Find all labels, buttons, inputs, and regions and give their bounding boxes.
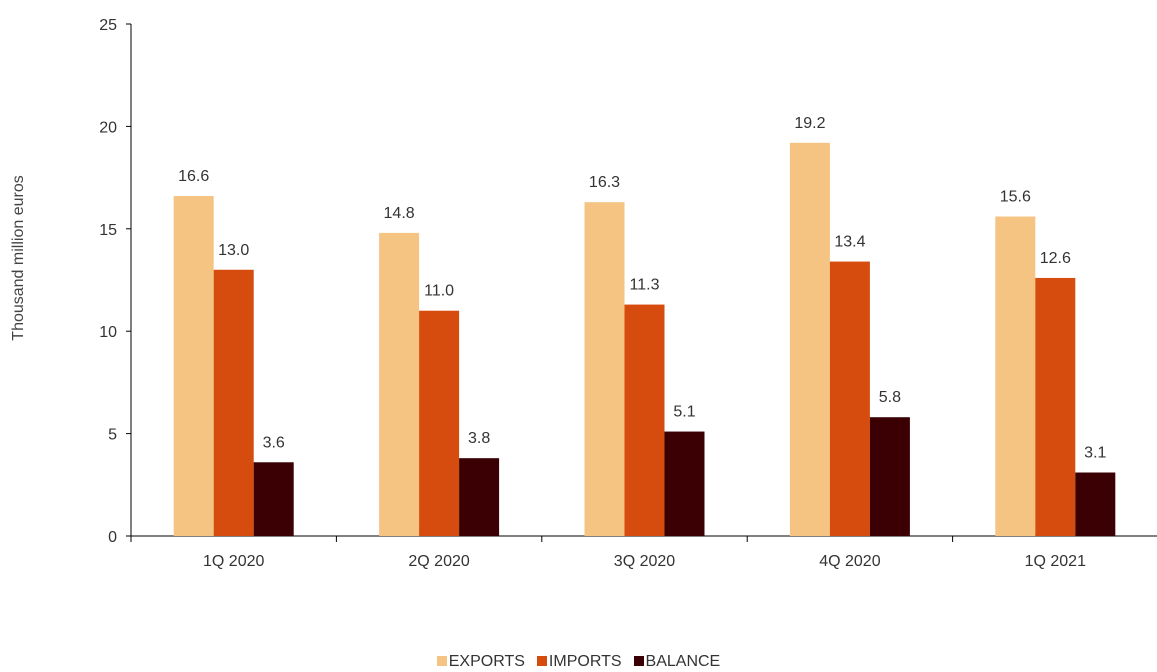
legend-label: EXPORTS [448, 653, 525, 670]
x-tick-label: 3Q 2020 [614, 553, 675, 570]
y-tick-label: 15 [99, 222, 117, 239]
bar-balance [459, 458, 500, 536]
legend-swatch [633, 656, 644, 666]
x-tick-label: 1Q 2020 [203, 553, 264, 570]
bar-exports [789, 142, 830, 536]
legend-swatch [436, 656, 447, 666]
bar-exports [379, 232, 420, 536]
legend-item-imports: IMPORTS [536, 652, 622, 672]
data-label-exports: 15.6 [1000, 189, 1031, 206]
bar-balance [869, 417, 910, 536]
x-tick-label: 2Q 2020 [408, 553, 469, 570]
legend-item-exports: EXPORTS [436, 652, 525, 672]
bar-balance [664, 431, 705, 536]
y-tick-label: 20 [99, 119, 117, 136]
data-label-balance: 5.8 [879, 389, 901, 406]
bar-balance [253, 462, 294, 536]
y-tick-label: 25 [99, 17, 117, 34]
bar-chart: Thousand million euros 0 5 10 15 20 25 1Q 202… [10, 17, 1157, 570]
bar-imports [1035, 277, 1076, 536]
legend-swatch [536, 656, 547, 666]
bar-balance [1075, 472, 1116, 536]
bar-exports [173, 196, 214, 537]
data-label-exports: 16.6 [178, 168, 209, 185]
data-label-imports: 13.4 [834, 234, 865, 251]
data-label-exports: 14.8 [384, 205, 415, 222]
bar-exports [995, 216, 1036, 536]
y-axis-title: Thousand million euros [10, 175, 27, 340]
y-tick-label: 10 [99, 324, 117, 341]
x-axis: 1Q 2020 2Q 2020 3Q 2020 4Q 2020 1Q 2021 [130, 535, 1157, 570]
y-tick-label: 0 [108, 529, 117, 546]
data-label-balance: 3.1 [1084, 445, 1106, 462]
data-label-exports: 19.2 [794, 115, 825, 132]
data-label-balance: 5.1 [673, 404, 695, 421]
data-label-imports: 13.0 [218, 242, 249, 259]
bar-exports [584, 202, 625, 536]
bars [173, 142, 1116, 537]
bar-imports [419, 310, 460, 536]
data-label-imports: 11.0 [424, 283, 454, 300]
data-labels: 16.6 13.0 3.6 14.8 11.0 3.8 16.3 11.3 5.1 19.2 13.… [178, 115, 1106, 462]
data-label-balance: 3.8 [468, 430, 490, 447]
data-label-balance: 3.6 [263, 434, 285, 451]
legend-label: BALANCE [645, 653, 721, 670]
data-label-imports: 11.3 [630, 277, 660, 294]
x-tick-label: 1Q 2021 [1025, 553, 1086, 570]
bar-imports [213, 269, 254, 536]
bar-imports [829, 261, 870, 536]
y-axis: 0 5 10 15 20 25 [99, 17, 132, 546]
y-tick-label: 5 [108, 427, 117, 444]
legend-label: IMPORTS [548, 653, 622, 670]
data-label-imports: 12.6 [1040, 250, 1071, 267]
x-tick-label: 4Q 2020 [819, 553, 880, 570]
legend: EXPORTS IMPORTS BALANCE [0, 652, 1157, 672]
data-label-exports: 16.3 [589, 174, 620, 191]
legend-item-balance: BALANCE [633, 652, 721, 672]
bar-imports [624, 304, 665, 536]
